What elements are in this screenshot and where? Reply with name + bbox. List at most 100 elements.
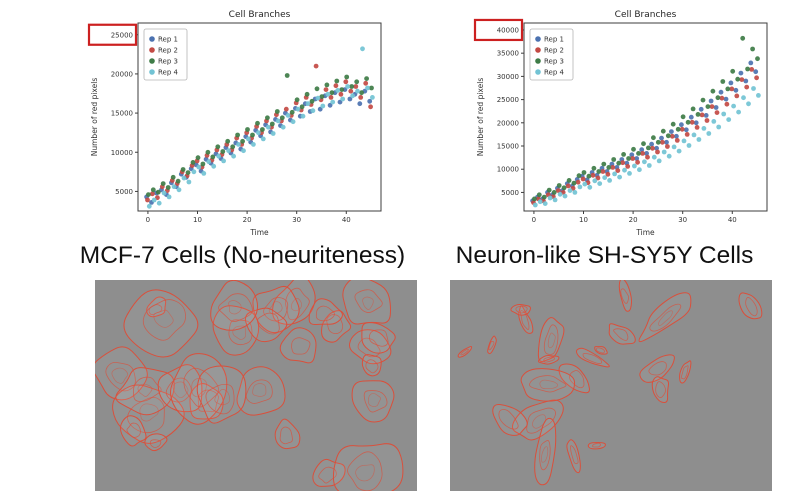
cell-inner-detail [368,329,389,347]
legend-marker [535,36,541,42]
data-point [576,173,582,179]
chart-title: Cell Branches [229,10,291,20]
data-point [661,149,667,155]
data-point [251,142,256,147]
data-point [733,87,739,93]
data-point [328,95,334,100]
cell-inner-detail [582,353,603,364]
data-point [561,185,567,191]
data-point [294,97,300,103]
data-point [210,154,216,160]
data-point [748,60,754,66]
cell-inner-detail [127,396,165,434]
data-point [729,86,735,92]
data-point [310,108,316,114]
cell-inner-detail [570,445,579,465]
data-point [713,105,719,110]
data-point [670,121,676,127]
cell-inner-detail [357,337,381,358]
data-point [755,56,760,62]
data-point [280,124,286,130]
data-point [313,63,319,69]
x-tick-label: 30 [292,216,301,224]
legend-marker [149,36,155,42]
data-point [363,80,369,86]
caption-shsy5y: Neuron-like SH-SY5Y Cells [455,242,754,269]
data-point [659,135,664,141]
cell-inner-detail [529,375,567,393]
data-point [634,156,640,161]
data-point [337,99,343,105]
x-tick-label: 0 [532,216,536,224]
cell-inner-detail [137,383,153,397]
data-point [700,97,706,103]
cell-inner-detail [745,297,758,317]
data-point [565,183,571,189]
data-point [739,77,745,82]
y-tick-label: 30000 [497,73,519,81]
data-point [699,112,705,118]
data-point [679,126,685,132]
data-point [319,94,325,99]
x-axis-label: Time [249,228,269,237]
data-point [572,190,578,195]
data-point [145,197,150,203]
y-tick-label: 10000 [497,166,519,174]
data-point [151,197,157,203]
data-point [606,165,612,170]
data-point [334,78,340,84]
data-point [625,164,631,169]
data-point [320,103,326,109]
cell-inner-detail [520,310,530,330]
y-tick-label: 20000 [111,70,133,78]
cell-outline [558,363,590,394]
data-point [250,132,255,138]
cell-inner-detail [488,340,495,351]
data-point [709,104,715,109]
cell-inner-detail [228,300,242,315]
data-point [339,87,345,92]
data-point [641,141,646,147]
data-point [195,155,201,161]
data-point [756,93,761,98]
cell-outline [236,366,286,416]
data-point [714,110,720,115]
data-point [581,170,587,175]
cell-outline [196,365,247,424]
data-point [617,174,622,180]
legend-label: Rep 4 [158,68,179,76]
cell-inner-detail [680,365,689,380]
data-point [696,137,702,142]
cell-inner-detail [648,361,667,376]
data-point [327,102,333,108]
data-point [285,113,291,118]
data-point [269,121,275,127]
data-point [216,153,222,159]
cell-inner-detail [139,403,159,422]
data-point [610,165,616,170]
data-point [655,139,661,145]
y-tick-label: 15000 [497,143,519,151]
cell-inner-detail [515,305,528,314]
data-point [185,170,191,176]
data-point [580,176,586,182]
data-point [719,95,725,101]
legend-marker [535,69,541,75]
data-point [743,78,749,84]
data-point [333,83,339,89]
data-point [349,84,355,89]
data-point [368,104,373,110]
y-tick-label: 25000 [497,96,519,104]
data-point [751,86,756,91]
data-point [626,156,631,161]
data-point [669,129,674,134]
data-point [283,106,289,112]
cell-outline [520,368,576,402]
data-point [323,87,329,92]
data-point [370,95,375,100]
data-point [305,101,311,107]
data-point [695,112,701,117]
data-point [622,167,627,173]
data-point [694,125,700,130]
